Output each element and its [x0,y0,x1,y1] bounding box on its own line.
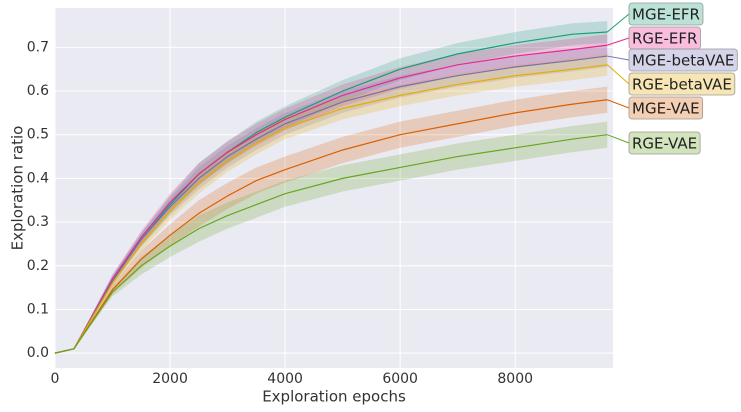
y-tick-label: 0.1 [27,301,49,317]
series-line [54,55,608,354]
error-band [55,121,608,354]
legend-box [628,96,704,120]
y-tick-label: 0.6 [27,83,49,99]
legend-label: RGE-EFR [632,30,697,48]
x-axis-label: Exploration epochs [262,388,406,406]
y-tick-label: 0.5 [27,127,49,143]
error-band [55,86,608,354]
legend-label: MGE-EFR [632,6,700,24]
series-line [54,134,608,354]
label-connector [606,64,630,85]
series-line [54,44,608,354]
legend-label: MGE-betaVAE [632,52,734,70]
y-tick-label: 0.4 [27,170,49,186]
y-tick-label: 0.3 [27,214,49,230]
series-line [54,99,608,354]
plot-area [55,8,613,368]
x-tick-label: 6000 [382,371,418,387]
legend-box [628,48,738,72]
label-connector [607,99,630,109]
label-connector [607,55,630,61]
legend-box [628,72,736,96]
legend-label: RGE-betaVAE [632,76,732,94]
x-tick-label: 2000 [152,371,188,387]
label-connector [606,13,630,33]
label-connector [607,134,630,144]
series-line [54,64,608,354]
y-axis-label: Exploration ratio [9,126,27,251]
error-band [55,21,608,354]
label-connector [607,37,630,46]
y-tick-label: 0.2 [27,258,49,274]
x-tick-label: 0 [51,371,60,387]
legend-label: MGE-VAE [632,100,700,118]
legend-label: RGE-VAE [632,135,697,153]
y-tick-label: 0.0 [27,345,49,361]
x-tick-label: 8000 [497,371,533,387]
error-band [55,34,608,354]
legend-box [628,2,704,26]
error-band [55,53,608,354]
x-tick-label: 4000 [267,371,303,387]
y-tick-label: 0.7 [27,39,49,55]
legend-box [628,131,701,155]
